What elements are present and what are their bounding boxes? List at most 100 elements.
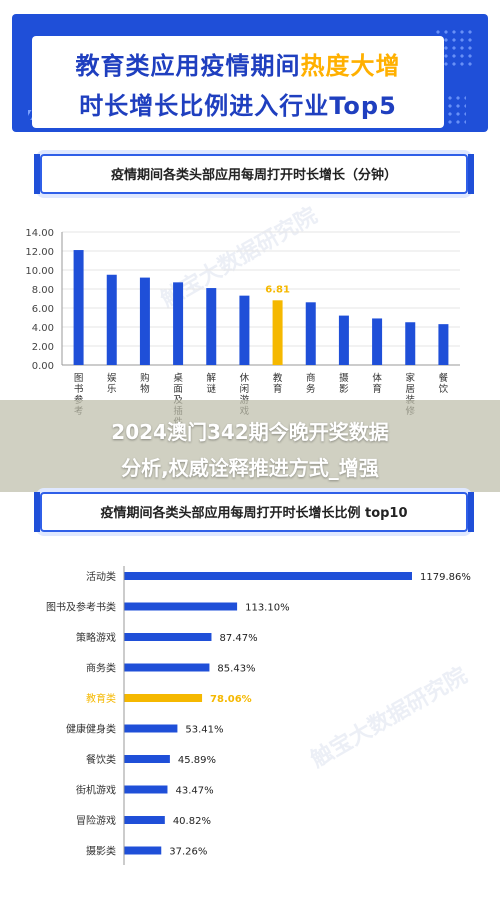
chart1-title-panel: 疫情期间各类头部应用每周打开时长增长（分钟） — [34, 154, 474, 194]
category-label: 街机游戏 — [76, 784, 116, 797]
bar-桌面及插件 — [173, 282, 184, 365]
banner-line1: 2024澳门342期今晚开奖数据 — [111, 420, 389, 444]
bar-摄影 — [338, 315, 349, 365]
banner-line2: 分析,权威诠释推进方式_增强 — [121, 456, 379, 480]
bar-购物 — [139, 277, 150, 365]
x-tick-char: 谜 — [206, 384, 216, 395]
bar-冒险游戏 — [124, 816, 165, 824]
title-highlight: 热度大增 — [300, 52, 401, 80]
chart2-title-panel: 疫情期间各类头部应用每周打开时长增长比例 top10 — [34, 492, 474, 532]
x-tick-label: 摄影 — [339, 372, 349, 395]
y-tick-label: 4.00 — [32, 323, 54, 334]
bar-体育 — [372, 318, 383, 365]
x-tick-char: 务 — [306, 383, 316, 395]
x-tick-char: 教 — [273, 372, 283, 384]
x-tick-char: 书 — [74, 384, 84, 395]
y-tick-label: 8.00 — [32, 285, 54, 296]
panel-tab — [468, 154, 474, 194]
overlay-banner: 2024澳门342期今晚开奖数据 分析,权威诠释推进方式_增强 — [0, 400, 500, 492]
bar-家居装修 — [405, 322, 416, 365]
bar-教育 — [272, 300, 283, 365]
x-tick-char: 物 — [140, 383, 150, 395]
bar-商务类 — [124, 663, 210, 672]
title-box: 教育类应用疫情期间热度大增 时长增长比例进入行业Top5 — [32, 36, 444, 128]
y-tick-label: 14.00 — [25, 228, 54, 239]
category-label: 图书及参考书类 — [46, 601, 116, 614]
x-tick-char: 解 — [206, 372, 216, 384]
y-tick-label: 10.00 — [25, 266, 54, 277]
value-label: 53.41% — [185, 725, 223, 736]
x-tick-char: 娱 — [107, 372, 117, 384]
page-title-line1: 教育类应用疫情期间热度大增 — [32, 46, 444, 81]
x-tick-char: 育 — [273, 383, 283, 395]
x-tick-char: 商 — [306, 372, 316, 384]
y-tick-label: 0.00 — [32, 361, 54, 372]
x-tick-label: 商务 — [306, 372, 316, 395]
x-tick-char: 饮 — [439, 383, 449, 395]
category-label: 商务类 — [86, 662, 116, 675]
x-tick-char: 乐 — [107, 383, 117, 395]
value-label: 85.43% — [217, 664, 255, 675]
y-tick-label: 6.00 — [32, 304, 54, 315]
chart2-title: 疫情期间各类头部应用每周打开时长增长比例 top10 — [100, 506, 408, 521]
category-label: 健康健身类 — [66, 723, 116, 736]
value-label: 78.06% — [210, 694, 252, 705]
bar-活动类 — [124, 572, 412, 580]
value-label: 45.89% — [178, 755, 216, 766]
horizontal-bar-chart: 活动类 1179.86% 图书及参考书类 113.10% 策略游戏 87.47% 商务类 85… — [46, 566, 471, 865]
bar-休闲游戏 — [239, 295, 250, 365]
category-label: 活动类 — [86, 570, 116, 583]
x-tick-char: 育 — [372, 383, 382, 395]
y-tick-label: 12.00 — [25, 247, 54, 258]
bar-健康健身类 — [124, 724, 178, 733]
value-label: 113.10% — [245, 603, 290, 614]
x-tick-char: 家 — [405, 372, 415, 384]
x-tick-char: 图 — [74, 373, 84, 384]
x-tick-char: 闲 — [240, 384, 250, 395]
bar-策略游戏 — [124, 633, 212, 641]
x-tick-char: 摄 — [339, 372, 349, 384]
x-tick-char: 体 — [372, 372, 382, 384]
value-label: 37.26% — [169, 847, 207, 858]
category-label: 摄影类 — [86, 845, 116, 858]
value-label: 1179.86% — [420, 572, 471, 583]
bar-餐饮 — [438, 324, 449, 365]
bar-商务 — [305, 302, 316, 365]
x-tick-label: 娱乐 — [107, 372, 117, 395]
chart1-title: 疫情期间各类头部应用每周打开时长增长（分钟） — [110, 168, 397, 183]
x-tick-label: 解谜 — [206, 372, 216, 395]
category-label: 餐饮类 — [86, 753, 116, 766]
x-tick-char: 居 — [405, 384, 415, 395]
category-label: 教育类 — [86, 692, 116, 705]
bar-图书及参考书类 — [124, 602, 238, 611]
data-label: 6.81 — [265, 284, 290, 295]
panel-tab — [468, 492, 474, 532]
bar-解谜 — [206, 288, 217, 365]
bar-摄影类 — [124, 846, 162, 855]
header-banner: 教育类应用疫情期间热度大增 时长增长比例进入行业Top5 — [12, 14, 488, 132]
bar-图书参考 — [73, 250, 84, 365]
y-tick-label: 2.00 — [32, 342, 54, 353]
bar-娱乐 — [106, 274, 117, 365]
x-tick-char: 休 — [240, 372, 250, 384]
panel-tab — [34, 154, 40, 194]
x-tick-char: 影 — [339, 384, 349, 395]
title-main: 教育类应用疫情期间 — [75, 52, 301, 80]
x-tick-label: 体育 — [372, 372, 382, 395]
category-label: 策略游戏 — [76, 631, 116, 644]
bar-教育类 — [124, 694, 203, 702]
value-label: 40.82% — [173, 816, 211, 827]
x-tick-char: 面 — [173, 384, 183, 395]
category-label: 冒险游戏 — [76, 814, 116, 827]
x-tick-label: 购物 — [140, 372, 150, 395]
value-label: 87.47% — [219, 633, 257, 644]
x-tick-label: 餐饮 — [439, 372, 449, 395]
x-tick-char: 购 — [140, 372, 150, 384]
panel-tab — [34, 492, 40, 532]
x-tick-char: 桌 — [173, 372, 183, 384]
page-title-line2: 时长增长比例进入行业Top5 — [79, 92, 397, 120]
value-label: 43.47% — [175, 786, 213, 797]
bar-街机游戏 — [124, 785, 168, 794]
x-tick-label: 教育 — [273, 372, 283, 395]
bar-餐饮类 — [124, 755, 170, 763]
